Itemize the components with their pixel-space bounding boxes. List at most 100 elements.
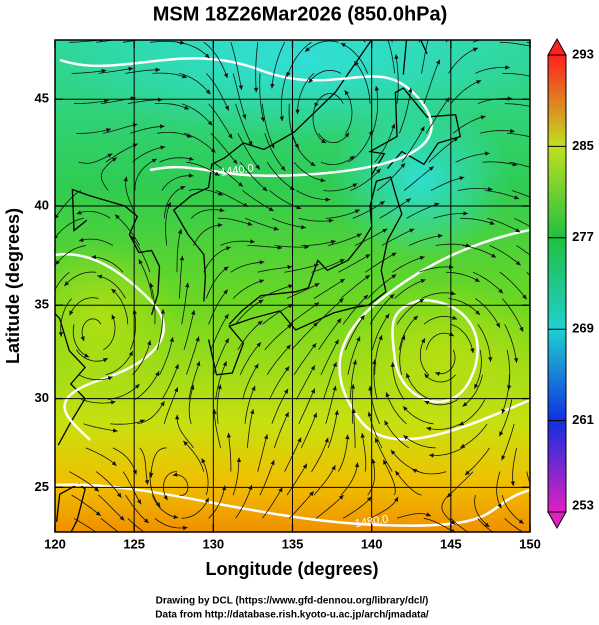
stream-arrow	[487, 186, 493, 192]
streamline	[408, 235, 443, 246]
streamline	[130, 125, 165, 134]
streamline	[296, 365, 316, 400]
streamline	[311, 437, 329, 472]
stream-arrow	[256, 342, 261, 348]
stream-arrow	[155, 502, 161, 507]
stream-arrow	[334, 410, 339, 415]
stream-arrow	[515, 260, 521, 266]
stream-arrow	[567, 201, 572, 205]
stream-arrow	[128, 66, 134, 72]
stream-arrow	[188, 173, 194, 178]
streamline	[129, 309, 136, 350]
stream-arrow	[379, 201, 385, 206]
streamline	[244, 385, 256, 424]
streamline	[447, 471, 474, 498]
stream-arrow	[224, 314, 229, 319]
stream-arrow	[191, 310, 196, 315]
stream-arrow	[403, 435, 409, 440]
stream-arrow	[181, 74, 187, 79]
stream-arrow	[474, 383, 479, 389]
stream-arrow	[354, 209, 360, 214]
streamline	[76, 128, 112, 134]
stream-arrow	[174, 364, 179, 369]
streamline	[352, 383, 354, 424]
streamline	[504, 103, 530, 107]
stream-arrow	[180, 186, 186, 191]
streamline	[190, 209, 225, 219]
stream-arrow	[255, 164, 260, 170]
streamline	[239, 341, 262, 375]
streamline	[352, 200, 386, 219]
streamline	[304, 40, 339, 53]
stream-arrow	[453, 137, 459, 142]
coast-path	[402, 40, 408, 75]
footer-note: Drawing by DCL (https://www.gfd-dennou.o…	[156, 596, 429, 607]
streamline	[387, 40, 395, 74]
stream-arrow	[217, 384, 222, 390]
stream-arrow	[188, 156, 194, 161]
streamline	[301, 240, 336, 246]
stream-arrow	[354, 61, 359, 66]
stream-arrow	[514, 195, 519, 200]
streamline	[97, 275, 126, 299]
x-tick-label: 120	[44, 536, 66, 551]
streamline	[130, 235, 151, 273]
streamline	[318, 318, 342, 351]
stream-arrow	[152, 535, 157, 539]
y-tick-label: 40	[35, 197, 49, 212]
colorbar-extend	[547, 511, 567, 530]
stream-arrow	[475, 535, 480, 539]
stream-arrow	[119, 515, 125, 521]
streamline	[183, 132, 216, 153]
streamline	[100, 517, 119, 532]
streamline	[235, 484, 253, 519]
stream-arrow	[250, 239, 255, 244]
stream-arrow	[383, 26, 387, 31]
streamline	[325, 385, 337, 424]
stream-arrow	[111, 314, 116, 320]
streamline	[186, 161, 220, 177]
stream-arrow	[101, 68, 107, 74]
streamline	[338, 434, 349, 472]
stream-arrow	[419, 299, 425, 304]
stream-arrow	[258, 299, 264, 304]
stream-arrow	[332, 385, 337, 391]
stream-arrow	[374, 86, 379, 91]
streamline	[91, 256, 124, 273]
streamline	[203, 246, 231, 273]
stream-arrow	[344, 132, 350, 138]
streamline	[293, 161, 326, 182]
stream-arrow	[519, 326, 524, 332]
streamline	[475, 298, 501, 328]
stream-arrow	[495, 322, 500, 328]
stream-arrow	[462, 402, 468, 407]
streamline	[100, 157, 118, 191]
stream-arrow	[294, 143, 299, 149]
streamline	[159, 157, 194, 163]
streamline	[455, 152, 490, 163]
streamline	[382, 459, 396, 496]
streamline	[338, 254, 371, 273]
stream-arrow	[325, 197, 331, 202]
streamline	[428, 447, 463, 456]
streamline	[242, 190, 274, 212]
streamline	[76, 349, 109, 362]
stream-arrow	[382, 228, 388, 233]
x-tick-label: 150	[519, 536, 541, 551]
streamline	[450, 80, 482, 104]
streamline	[98, 67, 134, 74]
streamline	[367, 458, 376, 496]
streamline	[83, 423, 118, 432]
streamline	[314, 93, 344, 108]
streamline	[526, 471, 530, 484]
stream-arrow	[321, 138, 326, 144]
stream-arrow	[236, 457, 242, 462]
stream-arrow	[463, 211, 468, 216]
stream-arrow	[147, 340, 152, 346]
streamline	[293, 342, 317, 376]
field: 1440.0 1480.0	[55, 26, 572, 539]
streamline	[262, 303, 294, 325]
stream-arrow	[117, 492, 122, 498]
streamline	[448, 298, 481, 316]
streamline	[399, 334, 406, 375]
